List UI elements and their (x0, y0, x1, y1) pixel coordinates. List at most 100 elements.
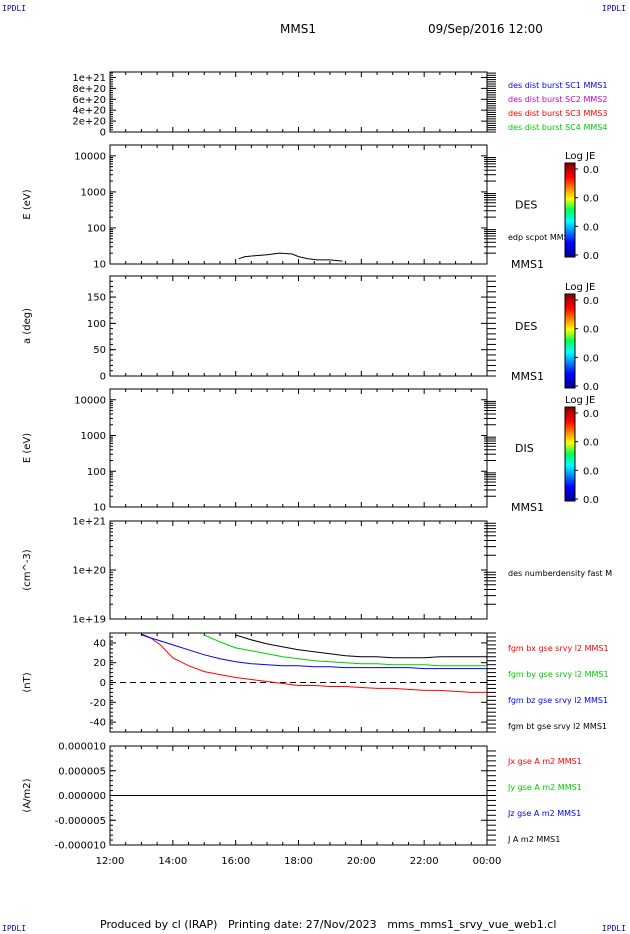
y-axis-label: a (deg) (22, 308, 33, 344)
legend-entry: fgm bz gse srvy l2 MMS1 (508, 696, 608, 705)
colorbar (564, 406, 576, 502)
y-tick-label: 100 (87, 319, 106, 330)
y-tick-label: 4e+20 (72, 106, 106, 117)
series-line (141, 633, 487, 670)
panel-spacecraft-label: MMS1 (511, 370, 544, 383)
footer-printing-date: Printing date: 27/Nov/2023 (227, 918, 377, 931)
y-tick-label: 1e+21 (72, 517, 106, 528)
colorbar-tick-label: 0.0 (583, 325, 599, 336)
y-tick-label: 2e+20 (72, 117, 106, 128)
panel-frame-des-dist-burst (109, 71, 488, 133)
colorbar-tick-label: 0.0 (583, 194, 599, 205)
legend-entry: J A m2 MMS1 (507, 835, 560, 844)
y-tick-label: 1e+19 (72, 615, 106, 626)
y-tick-label: 10000 (74, 151, 106, 162)
y-axis-label: (nT) (22, 672, 33, 692)
colorbar-tick-label: 0.0 (583, 382, 599, 393)
colorbar-tick-label: 0.0 (583, 409, 599, 420)
y-tick-label: 100 (87, 223, 106, 234)
colorbar-tick-label: 0.0 (583, 353, 599, 364)
panel-spacecraft-label: MMS1 (511, 501, 544, 514)
plot-datetime: 09/Sep/2016 12:00 (428, 22, 543, 36)
y-tick-label: -20 (90, 698, 106, 709)
y-axis-label: E (eV) (22, 189, 33, 219)
x-tick-label: 14:00 (158, 856, 187, 867)
colorbar-tick-label: 0.0 (583, 495, 599, 506)
legend-entry: Jz gse A m2 MMS1 (507, 809, 581, 818)
x-tick-label: 22:00 (410, 856, 439, 867)
colorbar-tick-label: 0.0 (583, 165, 599, 176)
colorbar-title: Log JE (565, 282, 595, 293)
y-tick-label: 50 (93, 345, 106, 356)
y-tick-label: 8e+20 (72, 84, 106, 95)
corner-label-bottom-right: IPDLI (601, 924, 626, 933)
panel-instrument-label: DES (515, 320, 537, 333)
panel-frame-dis-energy (109, 388, 488, 508)
colorbar (564, 162, 576, 258)
x-tick-label: 16:00 (221, 856, 250, 867)
x-tick-label: 18:00 (284, 856, 313, 867)
series-line (235, 634, 487, 659)
panel-instrument-label: DIS (515, 442, 534, 455)
y-tick-label: -0.000010 (55, 841, 106, 852)
corner-label-bottom-left: IPDLI (2, 924, 27, 933)
corner-label-top-right: IPDLI (601, 4, 626, 13)
panel-frame-des-pitch (109, 275, 488, 377)
colorbar-tick-label: 0.0 (583, 438, 599, 449)
y-tick-label: 0 (100, 128, 106, 139)
series-line (204, 634, 487, 667)
overlay-series-label: edp scpot MMS1 (508, 233, 574, 242)
footer-produced: Produced by cl (IRAP) (100, 918, 218, 931)
y-axis-label: (cm^-3) (22, 549, 33, 590)
y-tick-label: 0 (100, 678, 106, 689)
colorbar-title: Log JE (565, 395, 595, 406)
legend-entry: des numberdensity fast M (508, 569, 612, 578)
y-axis-label: (A/m2) (22, 778, 33, 812)
colorbar-tick-label: 0.0 (583, 466, 599, 477)
footer: Produced by cl (IRAP) Printing date: 27/… (100, 918, 556, 931)
footer-filename: mms_mms1_srvy_vue_web1.cl (387, 918, 557, 931)
y-tick-label: -0.000005 (55, 816, 106, 827)
panel-spacecraft-label: MMS1 (511, 258, 544, 271)
panel-frame-density (109, 520, 488, 620)
colorbar-tick-label: 0.0 (583, 296, 599, 307)
y-tick-label: 1e+21 (72, 73, 106, 84)
y-axis-label: E (eV) (22, 433, 33, 463)
legend-entry: des dist burst SC2 MMS2 (508, 95, 607, 104)
y-tick-label: 150 (87, 293, 106, 304)
corner-label-top-left: IPDLI (2, 4, 27, 13)
legend-entry: des dist burst SC1 MMS1 (508, 81, 607, 90)
legend-entry: Jy gse A m2 MMS1 (507, 783, 582, 792)
y-tick-label: 1000 (81, 187, 106, 198)
y-tick-label: 1000 (81, 431, 106, 442)
x-tick-label: 20:00 (347, 856, 376, 867)
x-tick-label: 12:00 (96, 856, 125, 867)
y-tick-label: 10 (93, 503, 106, 514)
y-tick-label: 0 (100, 372, 106, 383)
panel-frame-des-energy (109, 144, 488, 265)
plot-title: MMS1 (280, 22, 316, 36)
legend-entry: fgm bt gse srvy l2 MMS1 (508, 722, 607, 731)
x-tick-label: 00:00 (473, 856, 502, 867)
y-tick-label: 10 (93, 260, 106, 271)
series-line (141, 634, 487, 693)
y-tick-label: 0.000000 (58, 791, 106, 802)
legend-entry: des dist burst SC4 MMS4 (508, 123, 607, 132)
panel-instrument-label: DES (515, 199, 537, 212)
y-tick-label: 1e+20 (72, 566, 106, 577)
y-tick-label: 6e+20 (72, 95, 106, 106)
y-tick-label: 0.000010 (58, 742, 106, 753)
colorbar-tick-label: 0.0 (583, 222, 599, 233)
y-tick-label: 100 (87, 467, 106, 478)
y-tick-label: 0.000005 (58, 766, 106, 777)
legend-entry: Jx gse A m2 MMS1 (507, 757, 582, 766)
y-tick-label: 10000 (74, 395, 106, 406)
colorbar-tick-label: 0.0 (583, 251, 599, 262)
overlay-trace (238, 252, 343, 262)
y-tick-label: 40 (93, 638, 106, 649)
legend-entry: des dist burst SC3 MMS3 (508, 109, 607, 118)
legend-entry: fgm bx gse srvy l2 MMS1 (508, 644, 609, 653)
legend-entry: fgm by gse srvy l2 MMS1 (508, 670, 609, 679)
y-tick-label: 20 (93, 658, 106, 669)
